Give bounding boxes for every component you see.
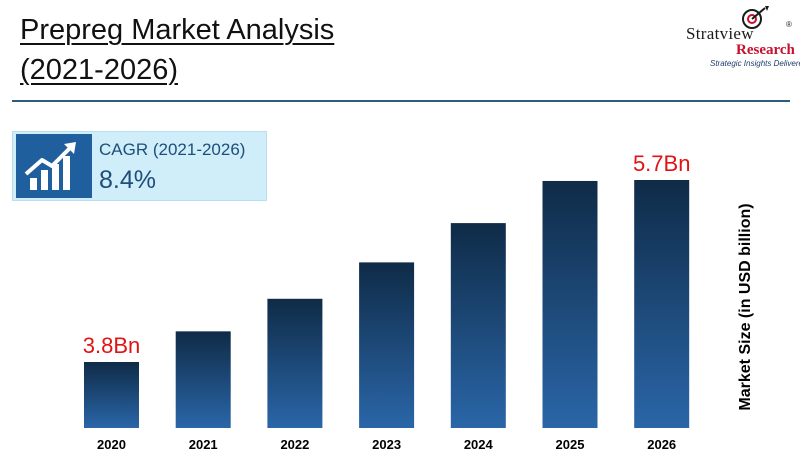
- bar-2022: [267, 298, 323, 428]
- bar-2026: [634, 180, 690, 428]
- bar-2025: [542, 180, 598, 428]
- x-tick-label: 2020: [97, 437, 126, 452]
- x-tick-label: 2022: [280, 437, 309, 452]
- stratview-logo: Stratview ® Research Strategic Insights …: [676, 6, 800, 70]
- bar-2021: [175, 331, 231, 428]
- y-axis-label: Market Size (in USD billion): [737, 203, 754, 410]
- bar-2024: [450, 223, 506, 428]
- x-tick-label: 2021: [189, 437, 218, 452]
- growth-chart-icon: [16, 134, 92, 198]
- header-divider: [12, 100, 790, 102]
- title-line-2: (2021-2026): [20, 54, 178, 86]
- x-tick-label: 2026: [647, 437, 676, 452]
- bar-2020: [84, 362, 139, 428]
- x-tick-label: 2023: [372, 437, 401, 452]
- x-tick-label: 2024: [464, 437, 494, 452]
- data-label-2020: 3.8Bn: [83, 333, 141, 358]
- logo-tagline: Strategic Insights Delivered: [710, 59, 800, 68]
- cagr-label: CAGR (2021-2026): [99, 140, 246, 159]
- target-arrow-icon: [742, 6, 769, 29]
- title-line-1: Prepreg Market Analysis: [20, 14, 335, 46]
- bar-2023: [359, 262, 415, 428]
- data-label-2026: 5.7Bn: [633, 151, 691, 176]
- logo-name: Stratview: [686, 24, 754, 43]
- logo-registered: ®: [786, 20, 792, 29]
- cagr-box: CAGR (2021-2026) 8.4%: [12, 131, 267, 201]
- logo-sub: Research: [736, 42, 795, 58]
- cagr-value: 8.4%: [99, 166, 156, 194]
- x-tick-label: 2025: [556, 437, 585, 452]
- page-title: Prepreg Market Analysis (2021-2026): [20, 10, 334, 90]
